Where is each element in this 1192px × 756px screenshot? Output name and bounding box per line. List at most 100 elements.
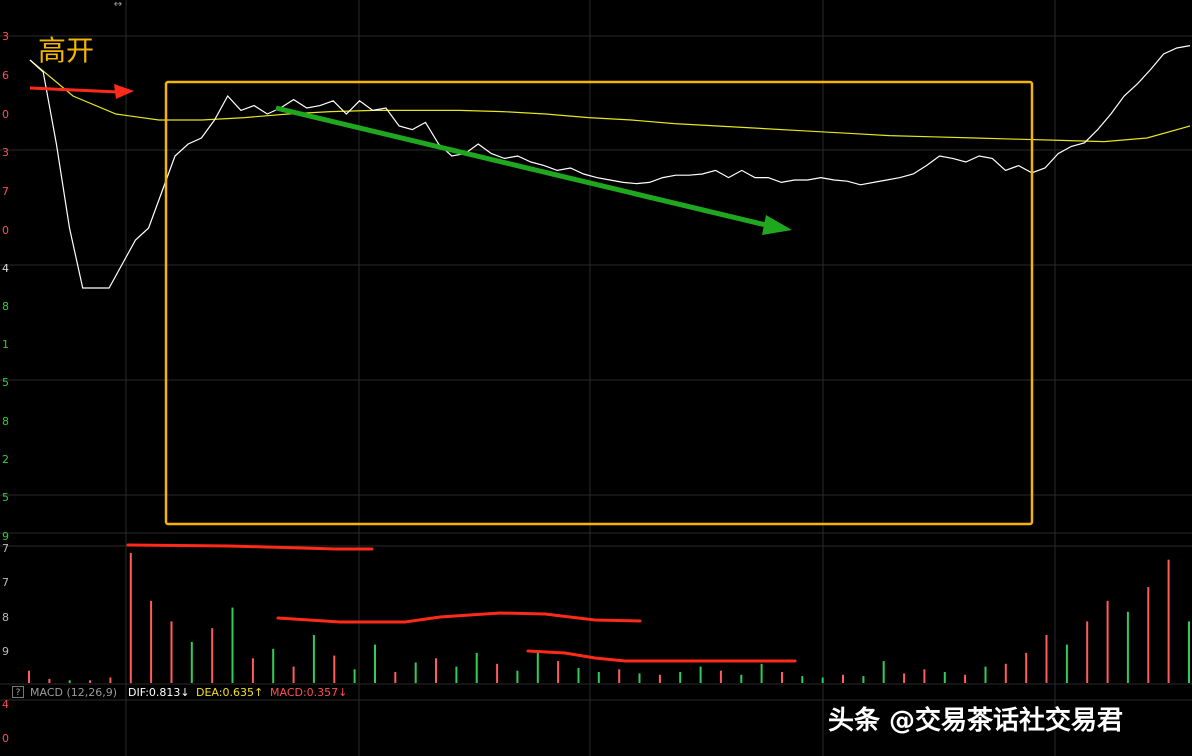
dea-value: DEA:0.635↑ xyxy=(196,686,264,699)
volume-bar xyxy=(272,648,275,684)
price-tick-label: 5 xyxy=(2,491,9,504)
volume-bar xyxy=(496,663,499,683)
volume-bar xyxy=(1106,600,1109,683)
red-line-2 xyxy=(276,611,642,624)
hand-drawn-red-lines xyxy=(126,543,797,663)
macd-value: MACD:0.357↓ xyxy=(270,686,348,699)
price-tick-label: 8 xyxy=(2,300,9,313)
price-tick-label: 7 xyxy=(2,185,9,198)
average-price-line xyxy=(29,59,1191,143)
volume-bar xyxy=(455,666,458,683)
price-tick-label: 4 xyxy=(2,262,9,275)
green-arrow-head xyxy=(762,215,792,235)
price-tick-label: 9 xyxy=(2,530,9,543)
volume-bar xyxy=(679,672,682,683)
volume-bar xyxy=(557,661,560,683)
indicator-name[interactable]: MACD (12,26,9) xyxy=(30,686,118,699)
volume-bar xyxy=(943,672,946,683)
volume-bars xyxy=(28,552,1190,684)
price-axis: 3 6 0 3 7 0 4 8 1 5 8 2 5 9 xyxy=(2,30,9,543)
volume-bar xyxy=(211,628,214,683)
volume-bar xyxy=(740,674,743,683)
green-arrow-shaft xyxy=(275,105,771,229)
volume-bar xyxy=(89,680,92,683)
volume-bar xyxy=(1147,587,1150,683)
volume-bar xyxy=(374,644,376,683)
dif-value: DIF:0.813↓ xyxy=(128,686,190,699)
volume-bar xyxy=(1025,652,1028,683)
red-arrow-head xyxy=(114,84,134,99)
volume-bar xyxy=(618,669,621,683)
volume-tick-label: 4 xyxy=(2,698,9,711)
price-tick-label: 5 xyxy=(2,376,9,389)
volume-axis: 7 7 8 9 4 0 xyxy=(2,542,9,745)
volume-bar xyxy=(964,674,967,683)
volume-bar xyxy=(882,661,885,683)
volume-bar xyxy=(1126,611,1129,683)
watermark: 头条 @交易茶话社交易君 xyxy=(828,706,1124,736)
red-line-1 xyxy=(126,543,374,551)
price-tick-label: 3 xyxy=(2,30,9,43)
gap-up-label: 高开 xyxy=(38,34,94,67)
volume-bar xyxy=(190,641,193,683)
volume-bar xyxy=(719,670,722,683)
macd-indicator-bar: ? MACD (12,26,9) DIF:0.813↓ DEA:0.635↑ M… xyxy=(0,686,420,700)
volume-bar xyxy=(435,658,437,683)
volume-bar xyxy=(516,670,519,683)
volume-tick-label: 7 xyxy=(2,576,9,589)
volume-bar xyxy=(170,621,173,683)
volume-bar xyxy=(577,667,580,683)
volume-bar xyxy=(1167,559,1170,683)
volume-bar xyxy=(28,670,30,683)
volume-bar xyxy=(923,669,926,683)
volume-bar xyxy=(48,678,51,683)
volume-bar xyxy=(821,677,824,683)
volume-bar xyxy=(862,676,865,683)
volume-bar xyxy=(414,662,417,684)
volume-bar xyxy=(353,669,356,683)
volume-bar xyxy=(68,680,71,683)
volume-bar xyxy=(475,652,478,683)
price-tick-label: 0 xyxy=(2,224,9,237)
highlight-box xyxy=(164,80,1034,526)
volume-bar xyxy=(536,650,539,683)
volume-bar xyxy=(760,663,763,683)
volume-bar xyxy=(150,600,153,683)
volume-bar xyxy=(801,676,804,683)
volume-bar xyxy=(1004,663,1007,683)
volume-bar xyxy=(781,672,783,683)
volume-bar xyxy=(1188,621,1190,683)
volume-bar xyxy=(333,655,336,683)
volume-bar xyxy=(658,674,661,683)
volume-bar xyxy=(129,552,132,684)
volume-bar xyxy=(842,674,844,683)
volume-bar xyxy=(231,607,234,683)
volume-bar xyxy=(1065,644,1068,683)
volume-bar xyxy=(251,658,254,683)
volume-bar xyxy=(1045,635,1048,683)
volume-bar xyxy=(109,677,112,683)
price-tick-label: 3 xyxy=(2,146,9,159)
volume-bar xyxy=(638,673,641,683)
volume-bar xyxy=(984,666,987,683)
green-arrow xyxy=(275,105,792,235)
volume-tick-label: 9 xyxy=(2,645,9,658)
red-line-3 xyxy=(526,649,797,663)
price-tick-label: 1 xyxy=(2,338,9,351)
red-arrow xyxy=(29,84,134,99)
volume-bar xyxy=(903,673,906,683)
resize-handle[interactable]: ↔ xyxy=(113,0,123,10)
volume-bar xyxy=(597,672,600,683)
help-icon[interactable]: ? xyxy=(12,686,24,698)
volume-tick-label: 7 xyxy=(2,542,9,555)
volume-bar xyxy=(394,672,397,683)
volume-bar xyxy=(1086,621,1089,683)
price-line xyxy=(29,45,1191,289)
volume-tick-label: 8 xyxy=(2,611,9,624)
volume-tick-label: 0 xyxy=(2,732,9,745)
price-tick-label: 0 xyxy=(2,108,9,121)
price-tick-label: 8 xyxy=(2,415,9,428)
volume-bar xyxy=(292,666,295,683)
